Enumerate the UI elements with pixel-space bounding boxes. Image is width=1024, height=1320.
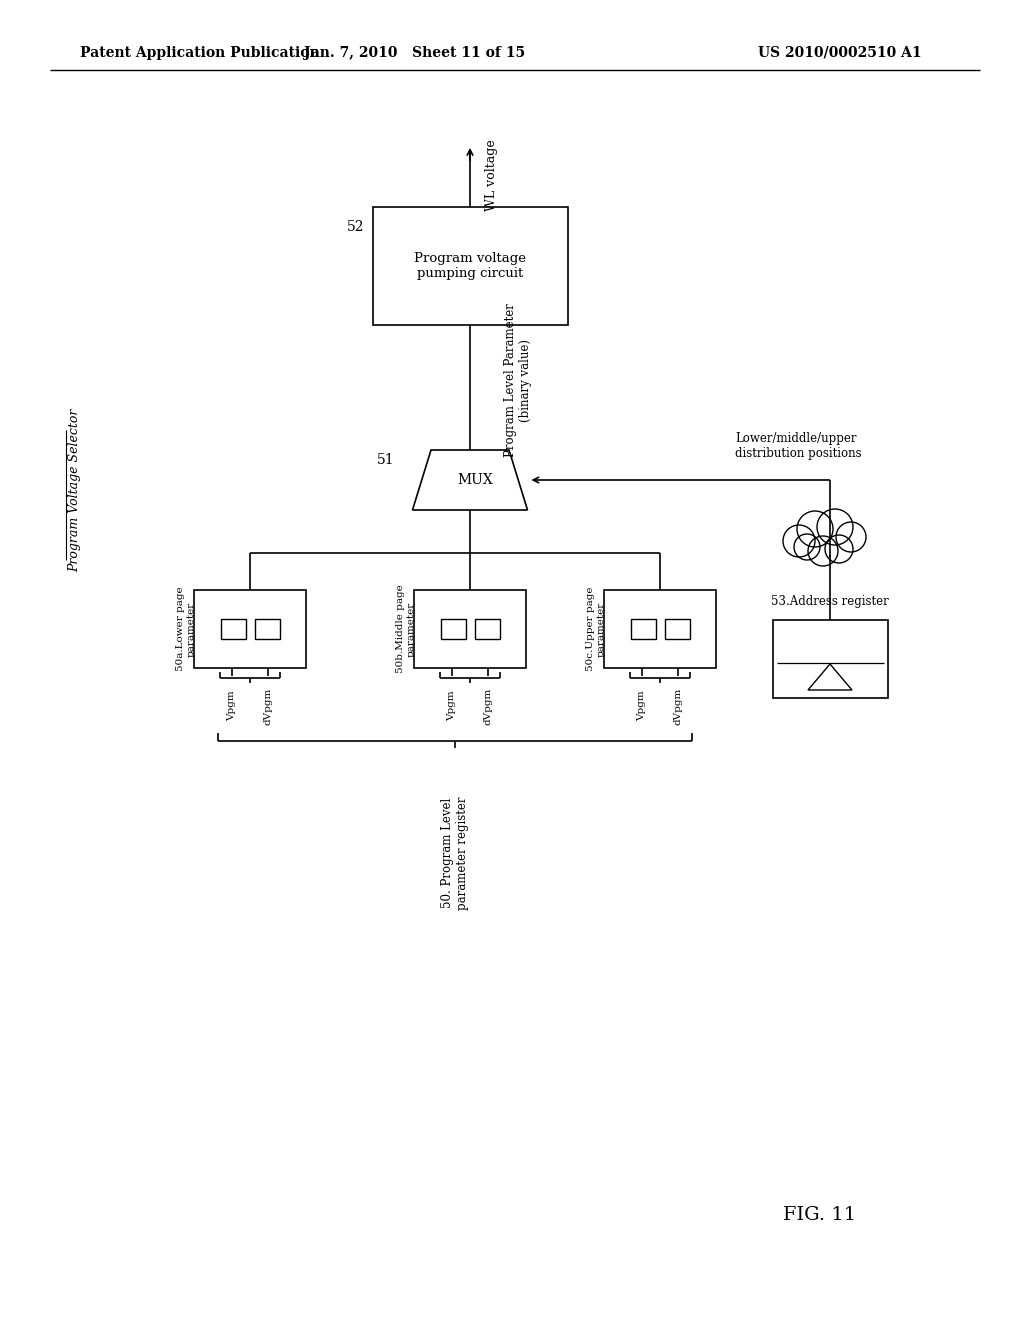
Text: Program Voltage Selector: Program Voltage Selector bbox=[69, 408, 82, 572]
Bar bbox=[220, 619, 246, 639]
Text: FIG. 11: FIG. 11 bbox=[783, 1206, 856, 1224]
Text: Vpgm: Vpgm bbox=[447, 690, 457, 721]
Text: 50a.Lower page
parameter: 50a.Lower page parameter bbox=[176, 586, 196, 672]
Text: dVpgm: dVpgm bbox=[483, 688, 493, 725]
Bar bbox=[414, 590, 526, 668]
Text: 52: 52 bbox=[347, 220, 365, 234]
Bar bbox=[604, 590, 716, 668]
Bar bbox=[440, 619, 466, 639]
Text: Vpgm: Vpgm bbox=[638, 690, 646, 721]
Text: 50. Program Level
parameter register: 50. Program Level parameter register bbox=[441, 796, 469, 909]
Text: Lower/middle/upper
distribution positions: Lower/middle/upper distribution position… bbox=[735, 432, 861, 459]
Text: Program Level Parameter
(binary value): Program Level Parameter (binary value) bbox=[504, 304, 532, 457]
Text: US 2010/0002510 A1: US 2010/0002510 A1 bbox=[758, 46, 922, 59]
Text: Jan. 7, 2010   Sheet 11 of 15: Jan. 7, 2010 Sheet 11 of 15 bbox=[304, 46, 525, 59]
Text: dVpgm: dVpgm bbox=[263, 688, 272, 725]
Text: Patent Application Publication: Patent Application Publication bbox=[80, 46, 319, 59]
Bar bbox=[255, 619, 280, 639]
Text: WL voltage: WL voltage bbox=[485, 139, 499, 211]
Bar bbox=[194, 590, 306, 668]
Text: 51: 51 bbox=[377, 453, 394, 467]
Text: Program voltage
pumping circuit: Program voltage pumping circuit bbox=[414, 252, 526, 280]
Text: 53.Address register: 53.Address register bbox=[771, 595, 889, 609]
Text: Vpgm: Vpgm bbox=[227, 690, 237, 721]
Text: MUX: MUX bbox=[457, 473, 493, 487]
Text: dVpgm: dVpgm bbox=[674, 688, 683, 725]
Bar bbox=[474, 619, 500, 639]
Bar bbox=[772, 620, 888, 698]
Text: 50c.Upper page
parameter: 50c.Upper page parameter bbox=[587, 587, 606, 672]
Text: 50b.Middle page
parameter: 50b.Middle page parameter bbox=[396, 585, 416, 673]
Bar bbox=[373, 207, 567, 325]
Bar bbox=[665, 619, 689, 639]
Bar bbox=[631, 619, 655, 639]
